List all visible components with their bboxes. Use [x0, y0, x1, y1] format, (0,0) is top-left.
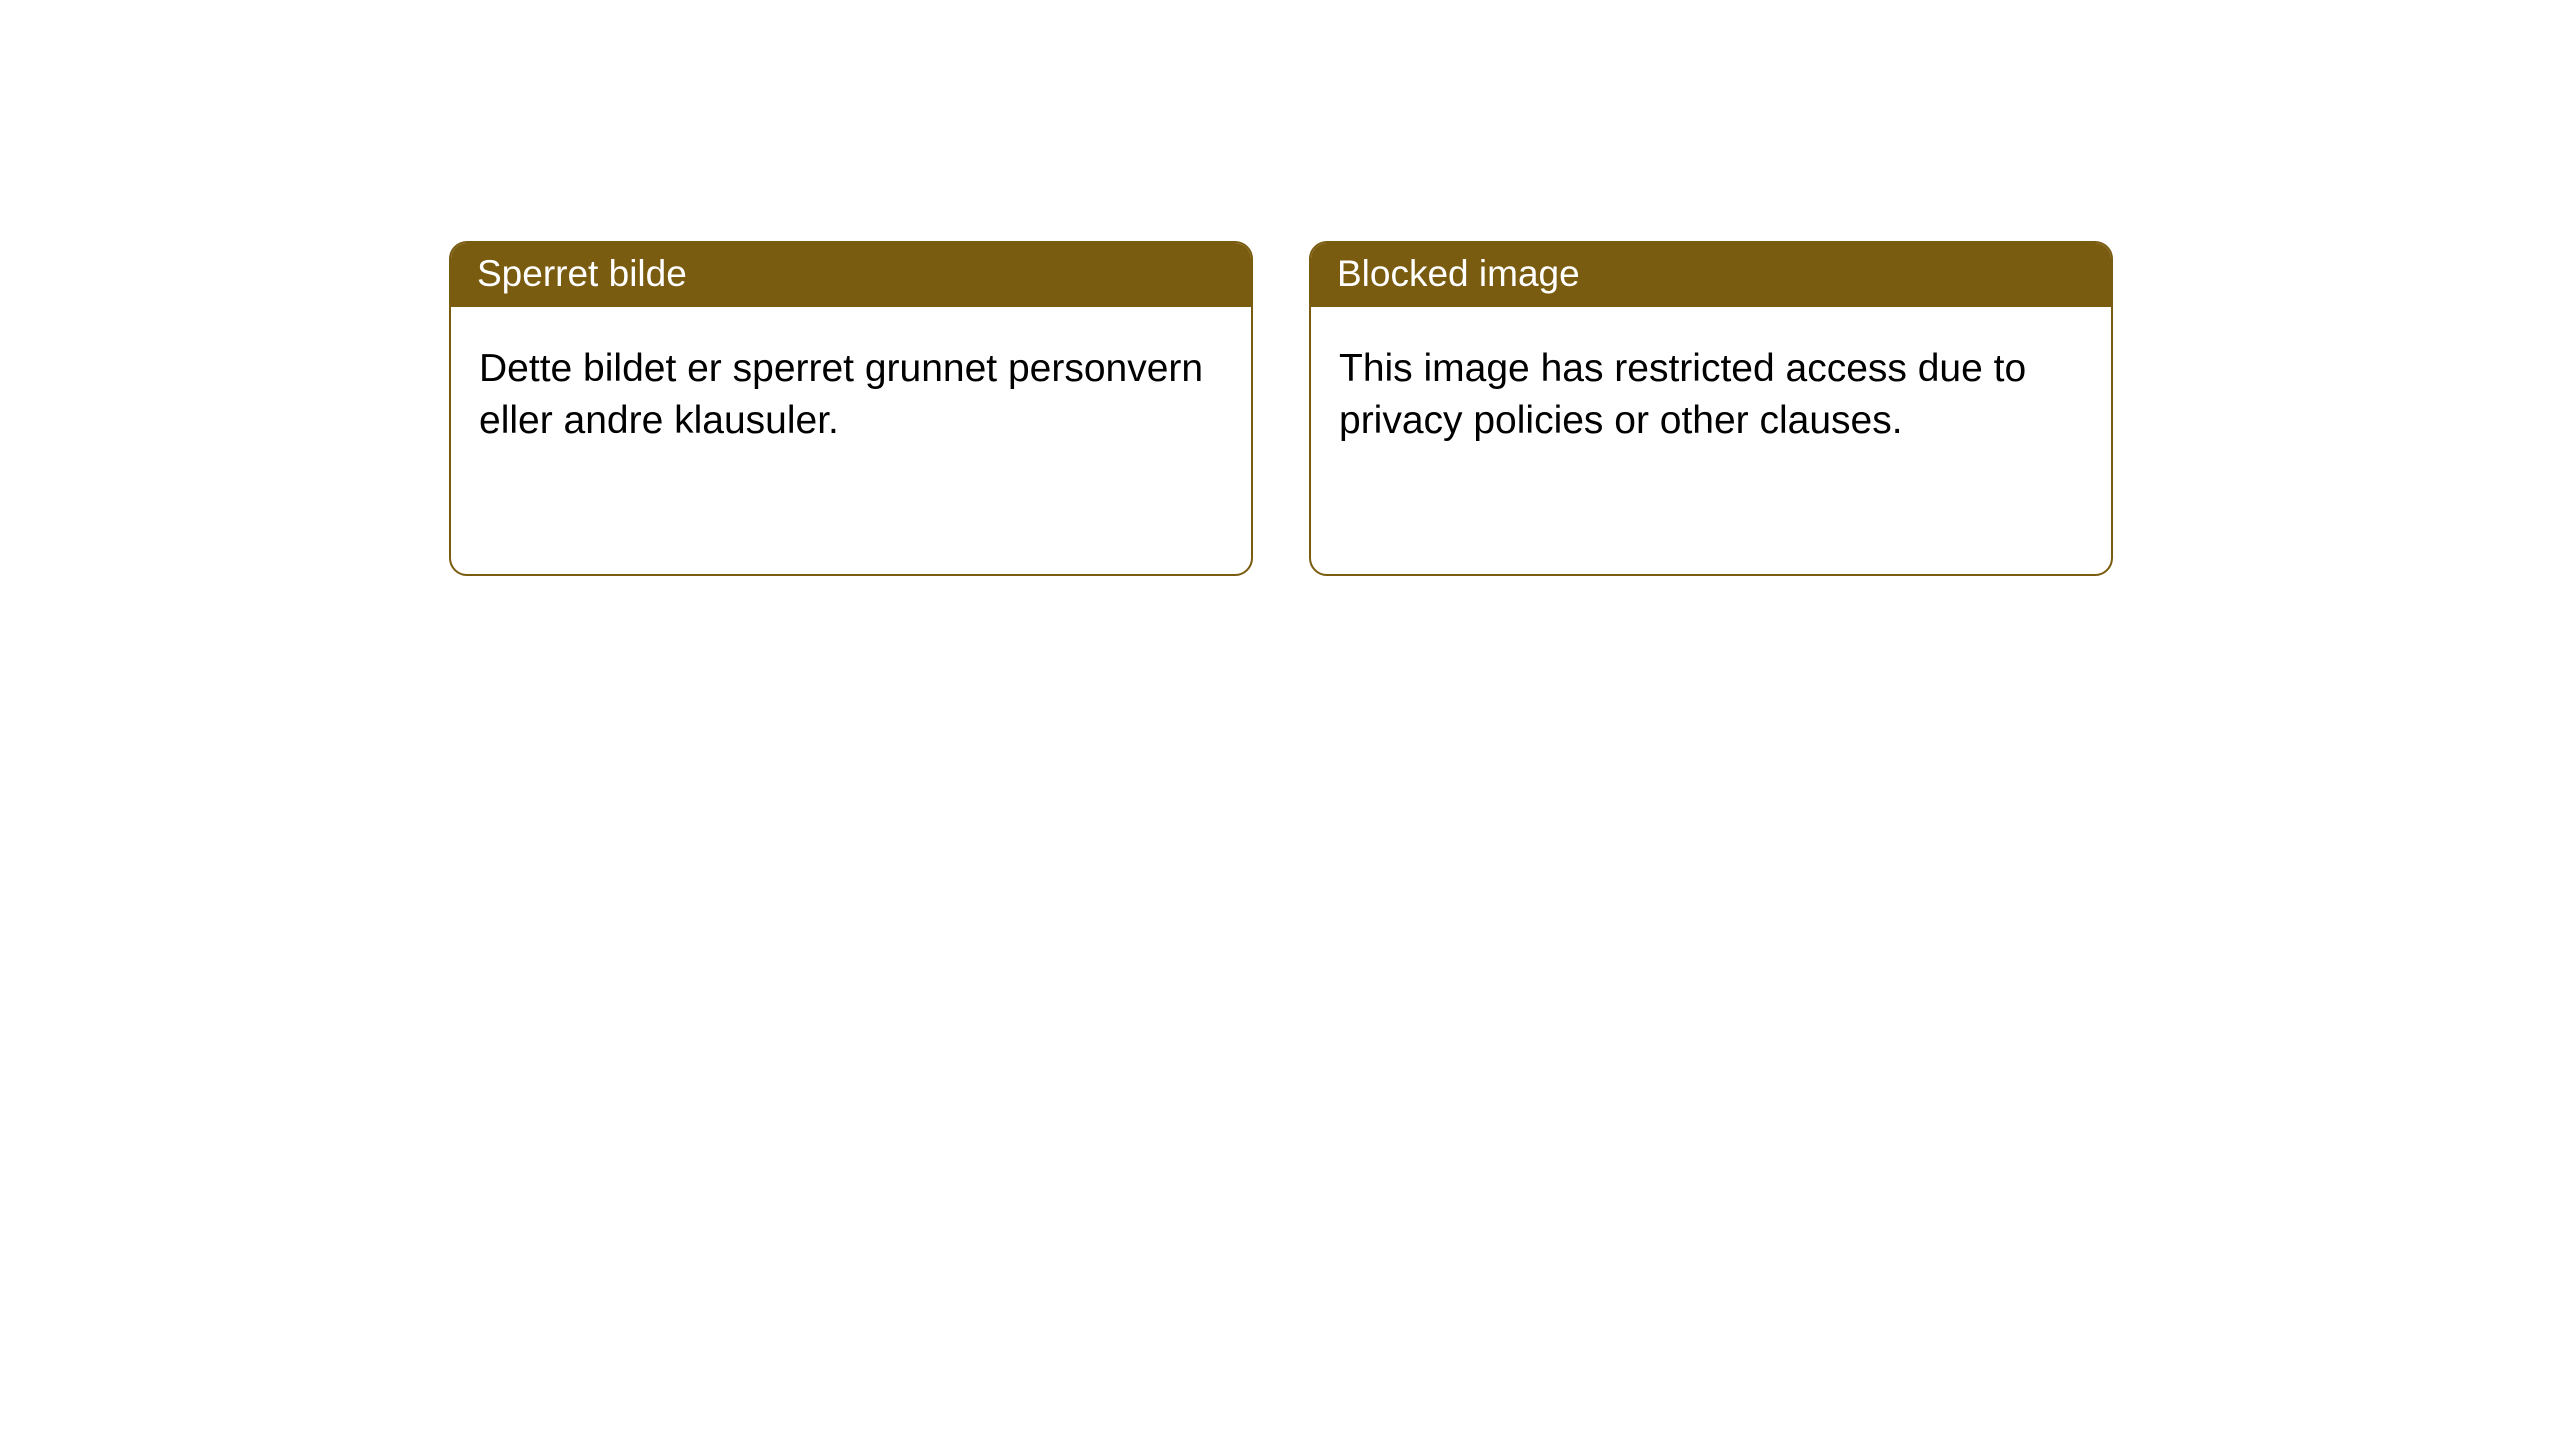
notice-card-title: Blocked image [1311, 243, 2111, 307]
notice-cards-row: Sperret bilde Dette bildet er sperret gr… [0, 0, 2560, 576]
notice-card-body: Dette bildet er sperret grunnet personve… [451, 307, 1251, 475]
notice-card-body: This image has restricted access due to … [1311, 307, 2111, 475]
notice-card-english: Blocked image This image has restricted … [1309, 241, 2113, 576]
notice-card-title: Sperret bilde [451, 243, 1251, 307]
notice-card-norwegian: Sperret bilde Dette bildet er sperret gr… [449, 241, 1253, 576]
